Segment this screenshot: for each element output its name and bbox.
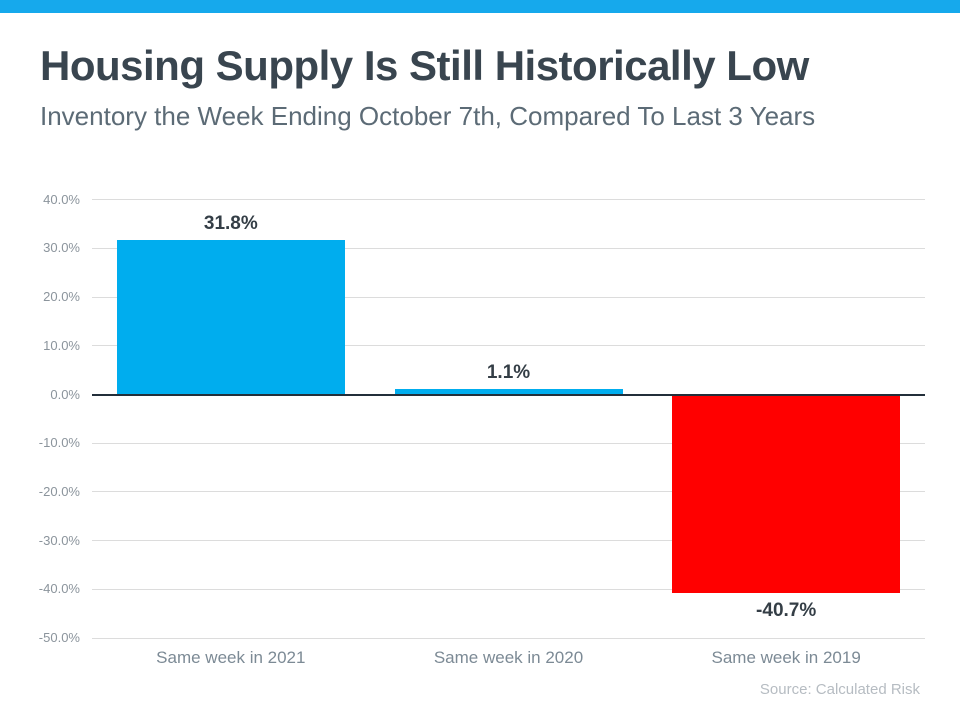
y-tick-label: 30.0% (43, 240, 80, 256)
y-tick-label: -40.0% (38, 581, 80, 597)
gridline (92, 345, 925, 347)
page-subtitle: Inventory the Week Ending October 7th, C… (40, 101, 816, 131)
y-tick-label: 40.0% (43, 191, 80, 207)
bar-value-label: -40.7% (756, 599, 817, 621)
x-axis-label-same-week-in-2021: Same week in 2021 (156, 648, 306, 667)
bar-same-week-in-2021 (116, 239, 345, 395)
y-tick-label: 10.0% (43, 337, 80, 353)
y-tick-label: -50.0% (38, 630, 80, 646)
gridline (92, 637, 925, 639)
zero-baseline (92, 393, 925, 396)
bar-value-label: 1.1% (486, 362, 531, 384)
x-axis-label-same-week-in-2020: Same week in 2020 (433, 648, 584, 667)
gridline (92, 588, 925, 590)
y-tick-label: -10.0% (38, 435, 80, 451)
gridline (92, 442, 925, 444)
gridline (92, 199, 925, 201)
y-tick-label: -30.0% (38, 532, 80, 548)
bar-value-label: 31.8% (203, 212, 258, 234)
y-tick-label: 20.0% (43, 289, 80, 305)
y-tick-label: -20.0% (38, 483, 80, 499)
y-tick-label: 0.0% (50, 386, 80, 402)
gridline (92, 491, 925, 493)
gridline (92, 247, 925, 249)
bar-same-week-in-2019 (672, 394, 901, 593)
gridline (92, 540, 925, 542)
page-title: Housing Supply Is Still Historically Low (40, 42, 809, 89)
gridline (92, 296, 925, 298)
x-axis-label-same-week-in-2019: Same week in 2019 (711, 648, 861, 667)
top-accent-bar (0, 0, 960, 13)
source-attribution: Source: Calculated Risk (759, 681, 920, 698)
bar-same-week-in-2020 (394, 389, 623, 395)
